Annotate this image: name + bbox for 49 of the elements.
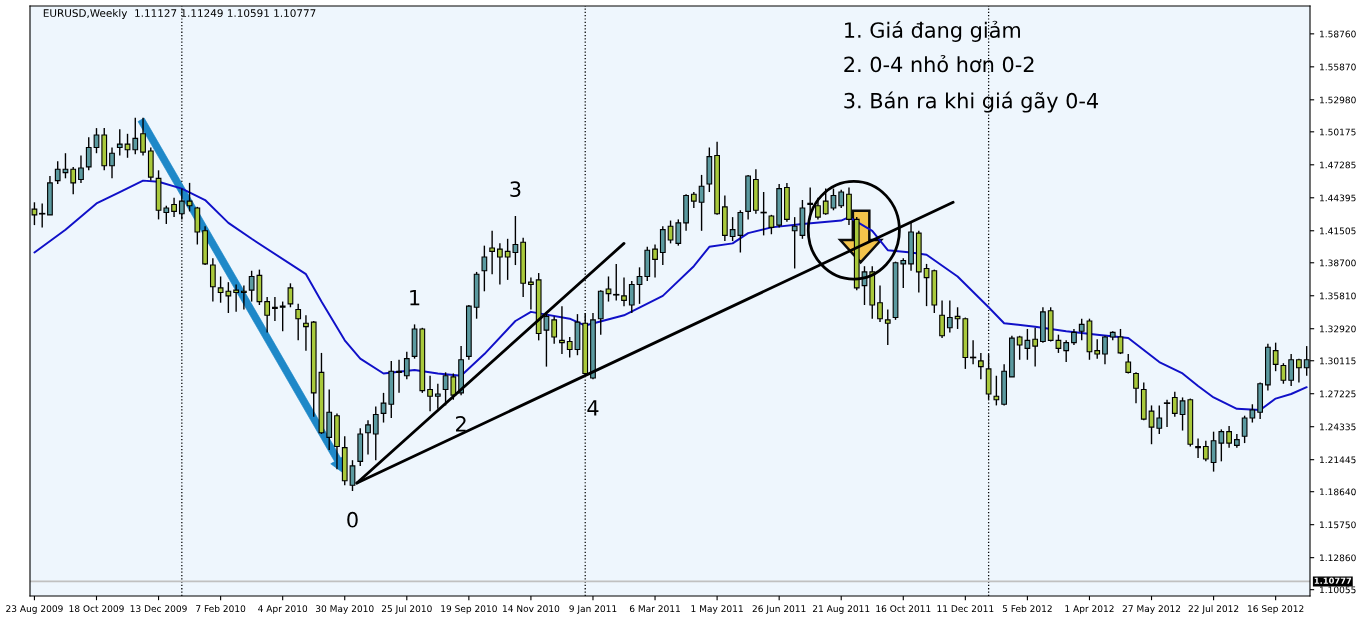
x-tick-label: 13 Dec 2009 [130, 605, 187, 613]
x-tick-label: 1 May 2011 [691, 605, 743, 614]
annotation: 2 [456, 415, 466, 432]
x-tick-label: 27 May 2012 [1122, 605, 1181, 614]
y-tick-label: 1.21445 [1320, 456, 1356, 464]
y-tick-label: 1.27225 [1320, 390, 1356, 398]
x-tick-label: 23 Aug 2009 [6, 605, 63, 614]
annotation: 2. 0-4 nhỏ hơn 0-2 [844, 55, 1034, 73]
annotation: 1. Giá đang giảm [845, 20, 1020, 42]
x-tick-label: 4 Apr 2010 [258, 605, 308, 614]
y-tick-label: 1.15750 [1320, 521, 1356, 529]
y-tick-label: 1.32920 [1320, 325, 1356, 333]
annotation: 1 [410, 289, 420, 306]
x-tick-label: 22 Jul 2012 [1188, 605, 1239, 614]
x-tick-label: 6 Mar 2011 [629, 605, 680, 613]
ref-line-label: 1.10777 [1314, 577, 1352, 584]
x-tick-label: 5 Feb 2012 [1002, 605, 1052, 613]
x-tick-label: 1 Apr 2012 [1065, 605, 1114, 614]
y-tick-label: 1.38700 [1320, 259, 1356, 267]
x-tick-label: 19 Sep 2010 [441, 605, 497, 614]
x-tick-label: 9 Jan 2011 [569, 605, 617, 614]
annotation: 4 [587, 400, 599, 416]
annotation: 3 [510, 181, 521, 198]
x-tick-label: 30 May 2010 [315, 605, 374, 614]
y-tick-label: 1.58760 [1320, 30, 1356, 38]
y-tick-label: 1.12860 [1320, 554, 1356, 562]
y-tick-label: 1.30115 [1320, 357, 1356, 365]
y-tick-label: 1.47285 [1320, 161, 1356, 169]
y-tick-label: 1.41505 [1320, 227, 1356, 235]
x-tick-label: 14 Nov 2010 [503, 605, 560, 613]
annotation: 3. Bán ra khi giá gãy 0-4 [844, 91, 1099, 113]
chart-title: EURUSD,Weekly 1.11127 1.11249 1.10591 1.10777 [43, 8, 316, 20]
x-tick-label: 16 Sep 2012 [1248, 605, 1304, 614]
x-tick-label: 25 Jul 2010 [381, 605, 432, 614]
x-tick-label: 21 Aug 2011 [812, 605, 870, 614]
x-tick-label: 11 Dec 2011 [937, 605, 994, 613]
y-tick-label: 1.52980 [1320, 96, 1356, 104]
y-tick-label: 1.44395 [1320, 194, 1356, 202]
y-tick-label: 1.35810 [1320, 292, 1356, 300]
y-tick-label: 1.24335 [1320, 423, 1356, 431]
x-tick-label: 26 Jun 2011 [752, 605, 806, 614]
x-tick-label: 7 Feb 2010 [196, 605, 246, 613]
x-tick-label: 18 Oct 2009 [69, 605, 124, 613]
y-tick-label: 1.10055 [1320, 586, 1356, 594]
y-tick-label: 1.18640 [1320, 488, 1356, 496]
x-tick-label: 16 Oct 2011 [876, 605, 931, 613]
y-tick-label: 1.55870 [1320, 63, 1356, 71]
y-tick-label: 1.50175 [1320, 128, 1356, 136]
annotation: 0 [347, 511, 358, 528]
